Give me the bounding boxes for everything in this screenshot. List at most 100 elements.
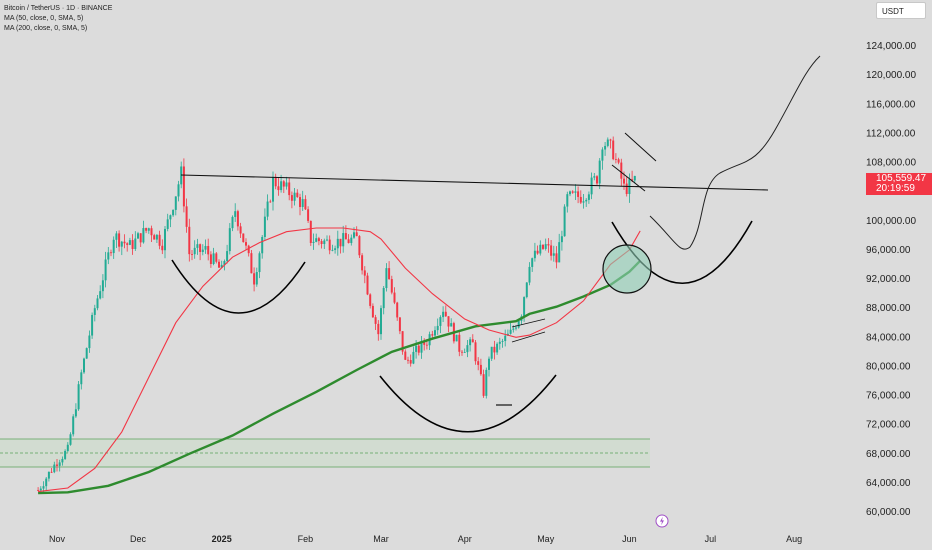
candle-down bbox=[631, 179, 634, 181]
ma-cross-circle bbox=[602, 244, 652, 294]
price-tick-label: 108,000.00 bbox=[866, 158, 916, 169]
candle-up bbox=[604, 145, 607, 150]
candle-up bbox=[463, 352, 466, 353]
drawings[interactable] bbox=[171, 55, 821, 433]
candle-up bbox=[96, 298, 99, 309]
candle-down bbox=[458, 334, 461, 352]
candle-up bbox=[582, 201, 585, 203]
candle-up bbox=[172, 209, 175, 216]
candle-down bbox=[536, 250, 539, 254]
time-tick-label: 2025 bbox=[212, 534, 232, 544]
time-tick-label: Apr bbox=[458, 534, 472, 544]
candle-down bbox=[253, 273, 256, 285]
candle-down bbox=[377, 323, 380, 335]
candle-down bbox=[145, 228, 148, 231]
candle-up bbox=[61, 458, 64, 463]
candle-up bbox=[525, 282, 528, 298]
candle-up bbox=[436, 325, 439, 331]
candle-up bbox=[226, 251, 229, 262]
ma200-line bbox=[38, 259, 642, 495]
support-zone[interactable] bbox=[0, 438, 650, 468]
candle-up bbox=[312, 241, 315, 243]
candle-up bbox=[128, 240, 131, 245]
candle-up bbox=[539, 244, 542, 254]
candle-up bbox=[134, 238, 137, 249]
candle-up bbox=[331, 249, 334, 251]
candle-up bbox=[101, 280, 104, 292]
legend-ma200[interactable]: MA (200, close, 0, SMA, 5) bbox=[4, 25, 88, 32]
candle-down bbox=[139, 233, 142, 243]
candle-up bbox=[72, 416, 75, 435]
candle-down bbox=[393, 292, 396, 303]
candle-up bbox=[552, 253, 555, 256]
time-tick-label: Jul bbox=[705, 534, 717, 544]
candle-down bbox=[493, 346, 496, 353]
candle-down bbox=[620, 162, 623, 179]
price-tick-label: 64,000.00 bbox=[866, 478, 911, 489]
candle-down bbox=[123, 241, 126, 244]
flag-upper bbox=[624, 132, 657, 162]
candle-up bbox=[231, 216, 234, 229]
projection-path bbox=[649, 55, 821, 250]
time-axis[interactable]: Nov Dec 2025 Feb Mar Apr May Jun Jul Aug bbox=[49, 534, 802, 544]
candle-up bbox=[39, 488, 42, 491]
candle-down bbox=[158, 234, 161, 246]
candle-up bbox=[66, 444, 69, 451]
candle-down bbox=[50, 471, 53, 473]
candle-up bbox=[261, 236, 264, 254]
price-tick-label: 80,000.00 bbox=[866, 361, 911, 372]
candle-down bbox=[209, 254, 212, 264]
candle-down bbox=[110, 252, 112, 254]
price-tick-label: 124,000.00 bbox=[866, 41, 916, 52]
candle-up bbox=[301, 199, 304, 207]
candle-down bbox=[153, 235, 156, 240]
candle-up bbox=[485, 369, 488, 396]
price-tick-label: 120,000.00 bbox=[866, 70, 916, 81]
candle-down bbox=[185, 206, 188, 227]
candle-up bbox=[587, 194, 590, 200]
candle-down bbox=[288, 182, 291, 196]
candle-down bbox=[304, 199, 307, 210]
candle-up bbox=[107, 252, 110, 260]
candle-up bbox=[560, 236, 563, 243]
candle-down bbox=[242, 233, 245, 243]
candle-up bbox=[142, 228, 145, 243]
candle-down bbox=[56, 464, 58, 466]
candle-up bbox=[196, 244, 199, 248]
candle-up bbox=[164, 228, 166, 251]
candle-down bbox=[623, 178, 625, 184]
candle-down bbox=[461, 351, 463, 353]
candle-down bbox=[417, 345, 420, 353]
candle-up bbox=[323, 240, 326, 245]
candle-up bbox=[585, 199, 588, 202]
candle-up bbox=[531, 258, 534, 267]
candle-up bbox=[83, 358, 85, 373]
candle-down bbox=[188, 226, 191, 255]
candle-down bbox=[431, 334, 434, 336]
candle-up bbox=[47, 471, 50, 479]
candle-down bbox=[309, 220, 312, 243]
candle-down bbox=[596, 176, 598, 184]
candle-up bbox=[593, 176, 596, 178]
candle-up bbox=[228, 228, 231, 252]
time-tick-label: Dec bbox=[130, 534, 147, 544]
candle-up bbox=[147, 228, 150, 231]
candle-up bbox=[353, 232, 355, 238]
candle-down bbox=[328, 239, 331, 251]
candle-up bbox=[120, 241, 123, 247]
price-axis[interactable]: 124,000.00 120,000.00 116,000.00 112,000.00… bbox=[866, 41, 916, 518]
candle-up bbox=[442, 311, 445, 318]
legend-ma50[interactable]: MA (50, close, 0, SMA, 5) bbox=[4, 15, 84, 22]
candle-up bbox=[326, 239, 328, 241]
candle-up bbox=[544, 244, 547, 249]
candle-up bbox=[201, 249, 204, 253]
time-tick-label: Nov bbox=[49, 534, 66, 544]
candle-up bbox=[258, 253, 261, 273]
currency-button[interactable]: USDT bbox=[876, 2, 926, 19]
candle-up bbox=[77, 384, 80, 410]
candle-up bbox=[204, 246, 207, 250]
candle-up bbox=[385, 268, 388, 289]
lightning-icon[interactable] bbox=[655, 514, 669, 528]
current-price: 105,559.47 bbox=[876, 173, 927, 184]
